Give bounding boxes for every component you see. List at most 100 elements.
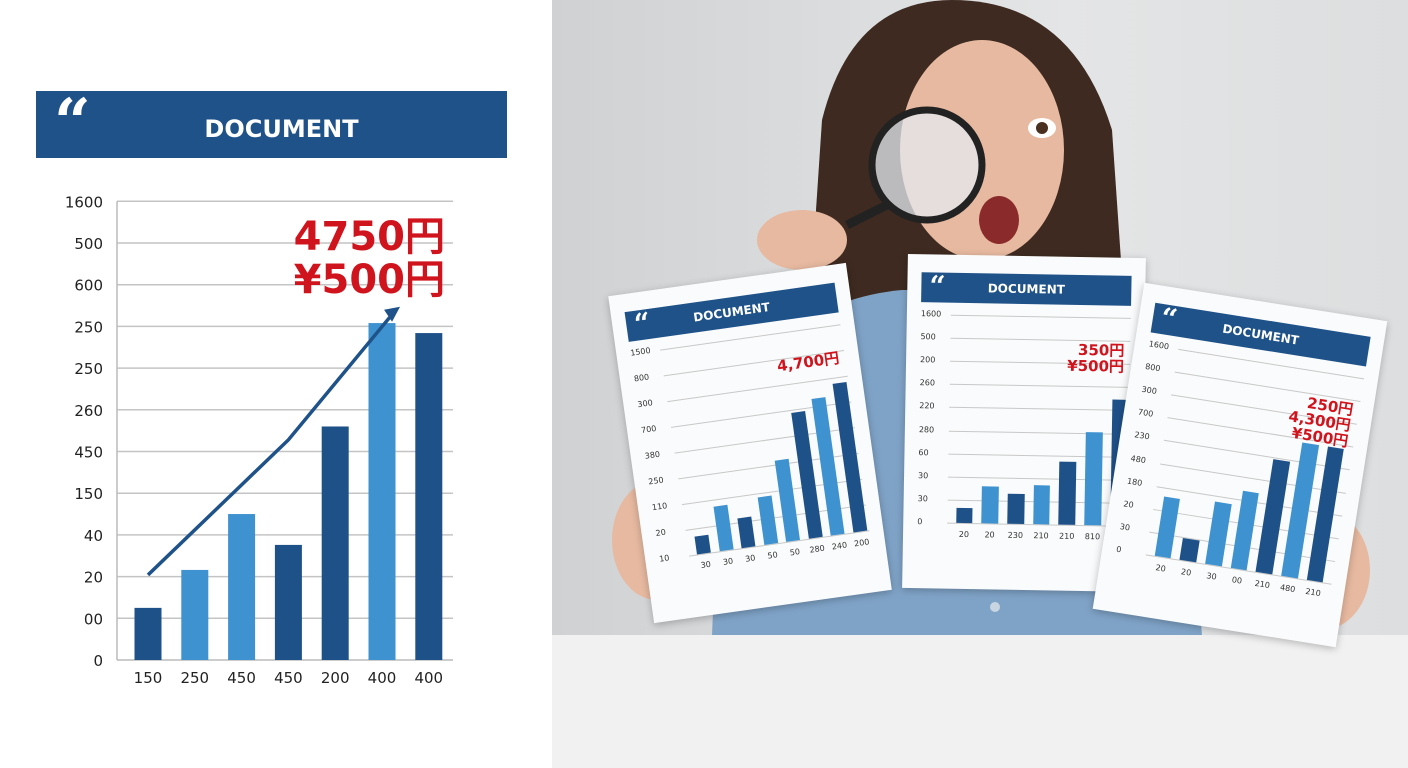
x-tick-label: 30 [722, 556, 734, 567]
price-callout: 250円 4,300円 ¥500円 [1285, 393, 1354, 450]
document-title: DOCUMENT [204, 115, 359, 143]
gridline [950, 314, 1131, 319]
y-tick-label: 700 [1137, 407, 1154, 420]
chart-panel: “ DOCUMENT 0 00 20 40 150 450 260 250 250 600 500 1… [0, 0, 552, 768]
document-header: “DOCUMENT [921, 269, 1132, 306]
y-tick-label: 40 [84, 527, 103, 545]
mini-bar [757, 495, 779, 546]
y-tick-label: 260 [74, 402, 103, 420]
y-tick-label: 260 [919, 378, 936, 388]
y-tick-label: 250 [74, 318, 103, 336]
mini-bar [981, 485, 999, 524]
callout-line: ¥500円 [1067, 356, 1125, 376]
x-tick-label: 30 [1205, 571, 1218, 582]
bar [321, 426, 349, 660]
y-tick-label: 0 [917, 517, 923, 527]
y-tick-label: 500 [920, 332, 936, 342]
x-tick-label: 400 [368, 669, 397, 687]
y-tick-label: 250 [74, 360, 103, 378]
gridline [949, 407, 1130, 412]
y-tick-label: 110 [651, 501, 668, 513]
y-tick-label: 1600 [1148, 339, 1170, 352]
mini-bar [1205, 501, 1232, 567]
mini-bar [1007, 493, 1025, 525]
x-tick-label: 20 [1180, 567, 1192, 578]
x-tick-label: 480 [1279, 582, 1296, 595]
mini-bar [774, 458, 801, 542]
y-tick-label: 180 [1126, 476, 1143, 488]
mini-bar-chart: 1600 800 300 700 230 480 180 20 30 0 20 20 30 00 210 48… [1113, 339, 1365, 605]
document-sheet: “DOCUMENT 1600 800 300 700 230 480 180 20 30 0 20 20… [1092, 282, 1388, 648]
document-title: DOCUMENT [692, 299, 771, 325]
x-tick-label: 200 [853, 537, 870, 549]
mini-bar [694, 534, 712, 555]
y-tick-label: 150 [74, 485, 103, 503]
y-tick-label: 1500 [629, 345, 652, 358]
x-tick-label: 20 [984, 530, 995, 540]
x-tick-label: 280 [808, 543, 826, 555]
y-tick-label: 480 [1130, 453, 1147, 465]
y-tick-label: 30 [1119, 521, 1131, 533]
x-tick-label: 810 [1084, 532, 1101, 542]
y-tick-label: 20 [655, 527, 667, 538]
y-tick-label: 300 [1140, 384, 1158, 397]
x-tick-label: 210 [1033, 531, 1049, 541]
eye [1036, 122, 1048, 134]
y-tick-label: 0 [93, 652, 103, 670]
y-tick-label: 700 [640, 423, 657, 435]
x-tick-label: 230 [1007, 530, 1024, 540]
gridline [949, 384, 1130, 389]
mini-bar [1084, 432, 1103, 526]
price-callout: 4,700円 [775, 348, 841, 376]
mini-bar [955, 507, 973, 524]
x-tick-label: 210 [1059, 531, 1075, 541]
photo-woman-with-documents: “DOCUMENT 1500 800 300 700 380 250 110 20 10 30 30 3… [552, 0, 1408, 768]
y-tick-label: 800 [633, 372, 650, 384]
trend-line [146, 308, 398, 577]
x-tick-label: 50 [789, 547, 801, 558]
gridline [1160, 463, 1347, 494]
x-tick-label: 150 [134, 669, 163, 687]
price-callout: ¥500円 [294, 257, 445, 303]
quote-mark-icon: “ [54, 85, 91, 160]
y-tick-label: 300 [636, 398, 654, 410]
y-tick-label: 30 [917, 470, 929, 481]
mini-bar [1154, 496, 1181, 559]
y-tick-label: 220 [919, 401, 935, 411]
table-surface [552, 635, 1408, 768]
y-tick-label: 230 [1133, 430, 1151, 442]
mini-bar-chart: 1500 800 300 700 380 250 110 20 10 30 30 30 50 50 280 2… [630, 324, 872, 581]
price-callout: 4750円 [294, 214, 445, 260]
y-tick-label: 250 [647, 475, 665, 487]
y-tick-label: 200 [920, 355, 936, 365]
y-tick-label: 30 [917, 494, 928, 504]
mini-bar [1230, 490, 1260, 571]
document-title: DOCUMENT [987, 281, 1066, 297]
x-tick-label: 50 [766, 550, 779, 561]
y-tick-label: 800 [1144, 362, 1162, 374]
x-tick-label: 210 [1254, 578, 1271, 591]
mini-bar [1058, 461, 1077, 525]
open-mouth [979, 196, 1019, 244]
y-tick-label: 500 [74, 235, 103, 253]
magnifying-glass-icon [868, 106, 986, 224]
y-tick-label: 00 [84, 610, 103, 628]
x-tick-label: 400 [414, 669, 443, 687]
callout-line: 4,700円 [775, 348, 841, 376]
y-tick-label: 380 [644, 449, 661, 461]
x-tick-label: 240 [831, 540, 848, 552]
y-tick-label: 10 [658, 553, 671, 564]
bar [274, 544, 302, 660]
x-tick-label: 30 [700, 559, 712, 571]
document-header: “ DOCUMENT [36, 85, 507, 160]
bar [415, 333, 443, 660]
bar [368, 323, 396, 660]
y-tick-label: 450 [74, 444, 103, 462]
x-tick-label: 450 [227, 669, 256, 687]
y-tick-label: 280 [918, 424, 935, 434]
mini-bar-chart: 1600 500 200 260 220 280 60 30 30 0 20 20 230 210 210 8… [917, 309, 1131, 548]
x-tick-label: 450 [274, 669, 303, 687]
bar [134, 607, 162, 660]
bar [181, 569, 209, 660]
